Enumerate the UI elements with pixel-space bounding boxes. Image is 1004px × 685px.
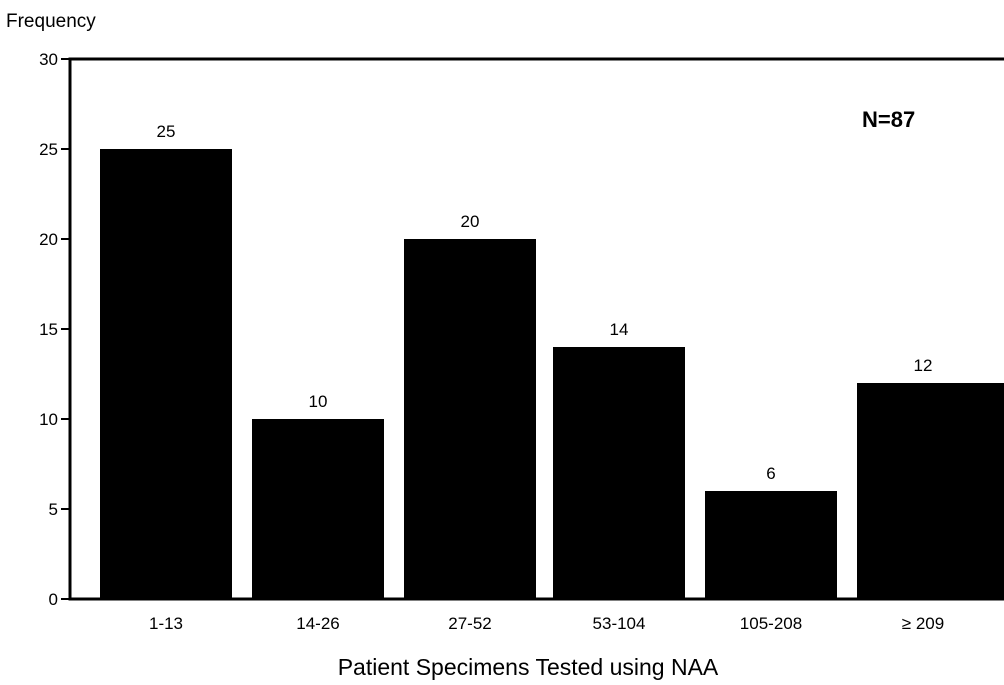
axes: 0 5 10 15 20 25 30 1-13 14-26 27-52 53-104 105-208 ≥… bbox=[39, 50, 1004, 633]
y-tick-label-15: 15 bbox=[39, 320, 58, 339]
bar-14-26 bbox=[252, 419, 384, 599]
y-tick-label-30: 30 bbox=[39, 50, 58, 69]
bar-209 bbox=[857, 383, 1004, 599]
bar-1-13 bbox=[100, 149, 232, 599]
y-tick-label-10: 10 bbox=[39, 410, 58, 429]
value-label-1-13: 25 bbox=[157, 122, 176, 141]
value-label-105-208: 6 bbox=[766, 464, 775, 483]
y-tick-label-5: 5 bbox=[49, 500, 58, 519]
value-label-14-26: 10 bbox=[309, 392, 328, 411]
y-axis-title: Frequency bbox=[6, 11, 96, 32]
y-tick-label-20: 20 bbox=[39, 230, 58, 249]
bar-27-52 bbox=[404, 239, 536, 599]
value-label-53-104: 14 bbox=[610, 320, 629, 339]
x-axis-title: Patient Specimens Tested using NAA bbox=[338, 654, 719, 680]
y-tick-label-0: 0 bbox=[49, 590, 58, 609]
greater-equal-symbol: ≥ bbox=[902, 614, 911, 633]
sample-size-annotation: N=87 bbox=[862, 107, 915, 132]
value-label-27-52: 20 bbox=[461, 212, 480, 231]
x-tick-label-53-104: 53-104 bbox=[593, 614, 646, 633]
y-tick-label-25: 25 bbox=[39, 140, 58, 159]
bars: 25 10 20 14 6 12 bbox=[100, 122, 1004, 599]
x-tick-label-209: ≥ 209 bbox=[902, 614, 944, 633]
x-tick-label-1-13: 1-13 bbox=[149, 614, 183, 633]
bar-105-208 bbox=[705, 491, 837, 599]
x-tick-label-105-208: 105-208 bbox=[740, 614, 802, 633]
value-label-209: 12 bbox=[914, 356, 933, 375]
x-tick-label-14-26: 14-26 bbox=[296, 614, 339, 633]
bar-53-104 bbox=[553, 347, 685, 599]
x-tick-label-27-52: 27-52 bbox=[448, 614, 491, 633]
